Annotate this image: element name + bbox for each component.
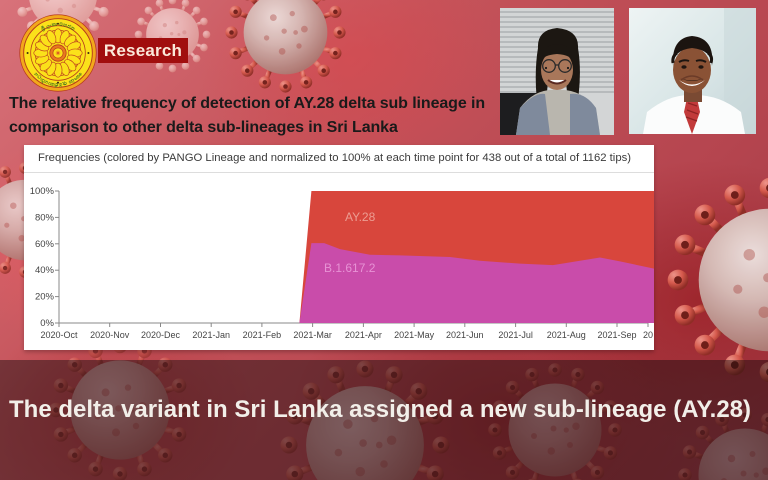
svg-text:2020-Nov: 2020-Nov bbox=[90, 330, 130, 340]
svg-text:2021-Jun: 2021-Jun bbox=[446, 330, 484, 340]
svg-text:40%: 40% bbox=[35, 265, 55, 276]
svg-text:2021-May: 2021-May bbox=[394, 330, 435, 340]
svg-text:2021-Aug: 2021-Aug bbox=[547, 330, 586, 340]
svg-text:2021-Mar: 2021-Mar bbox=[293, 330, 332, 340]
svg-text:AY.28: AY.28 bbox=[345, 210, 376, 224]
svg-text:2021-Sep: 2021-Sep bbox=[597, 330, 636, 340]
svg-text:2021-Jan: 2021-Jan bbox=[192, 330, 230, 340]
svg-text:2020-Dec: 2020-Dec bbox=[141, 330, 181, 340]
svg-text:2021-Feb: 2021-Feb bbox=[243, 330, 282, 340]
svg-text:2020-Oct: 2020-Oct bbox=[40, 330, 78, 340]
svg-text:B.1.617.2: B.1.617.2 bbox=[324, 261, 376, 275]
svg-text:20: 20 bbox=[643, 330, 653, 340]
svg-text:2021-Jul: 2021-Jul bbox=[498, 330, 533, 340]
svg-text:2021-Apr: 2021-Apr bbox=[345, 330, 382, 340]
svg-text:60%: 60% bbox=[35, 239, 55, 250]
svg-text:100%: 100% bbox=[30, 186, 55, 197]
svg-text:80%: 80% bbox=[35, 212, 55, 223]
svg-text:20%: 20% bbox=[35, 292, 55, 303]
svg-text:0%: 0% bbox=[40, 318, 54, 329]
